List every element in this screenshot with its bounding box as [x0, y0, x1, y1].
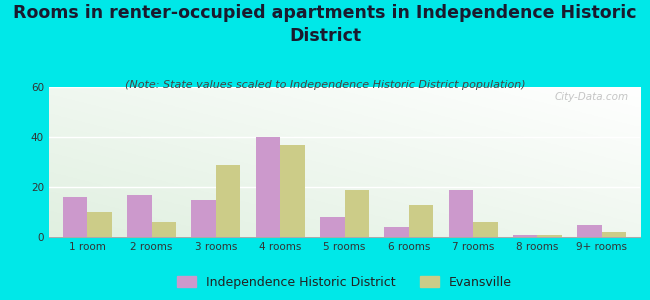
- Bar: [344, 190, 369, 237]
- Bar: [192, 200, 216, 237]
- Bar: [280, 145, 305, 237]
- Bar: [151, 222, 176, 237]
- Bar: [87, 212, 112, 237]
- Bar: [409, 205, 433, 237]
- Bar: [577, 224, 602, 237]
- Bar: [513, 235, 538, 237]
- Bar: [448, 190, 473, 237]
- Bar: [216, 164, 240, 237]
- Bar: [602, 232, 626, 237]
- Bar: [127, 194, 151, 237]
- Bar: [256, 137, 280, 237]
- Text: (Note: State values scaled to Independence Historic District population): (Note: State values scaled to Independen…: [125, 80, 525, 89]
- Bar: [473, 222, 497, 237]
- Legend: Independence Historic District, Evansville: Independence Historic District, Evansvil…: [172, 271, 517, 294]
- Text: City-Data.com: City-Data.com: [554, 92, 629, 101]
- Bar: [320, 217, 345, 237]
- Bar: [538, 235, 562, 237]
- Bar: [384, 227, 409, 237]
- Bar: [63, 197, 87, 237]
- Text: Rooms in renter-occupied apartments in Independence Historic
District: Rooms in renter-occupied apartments in I…: [13, 4, 637, 45]
